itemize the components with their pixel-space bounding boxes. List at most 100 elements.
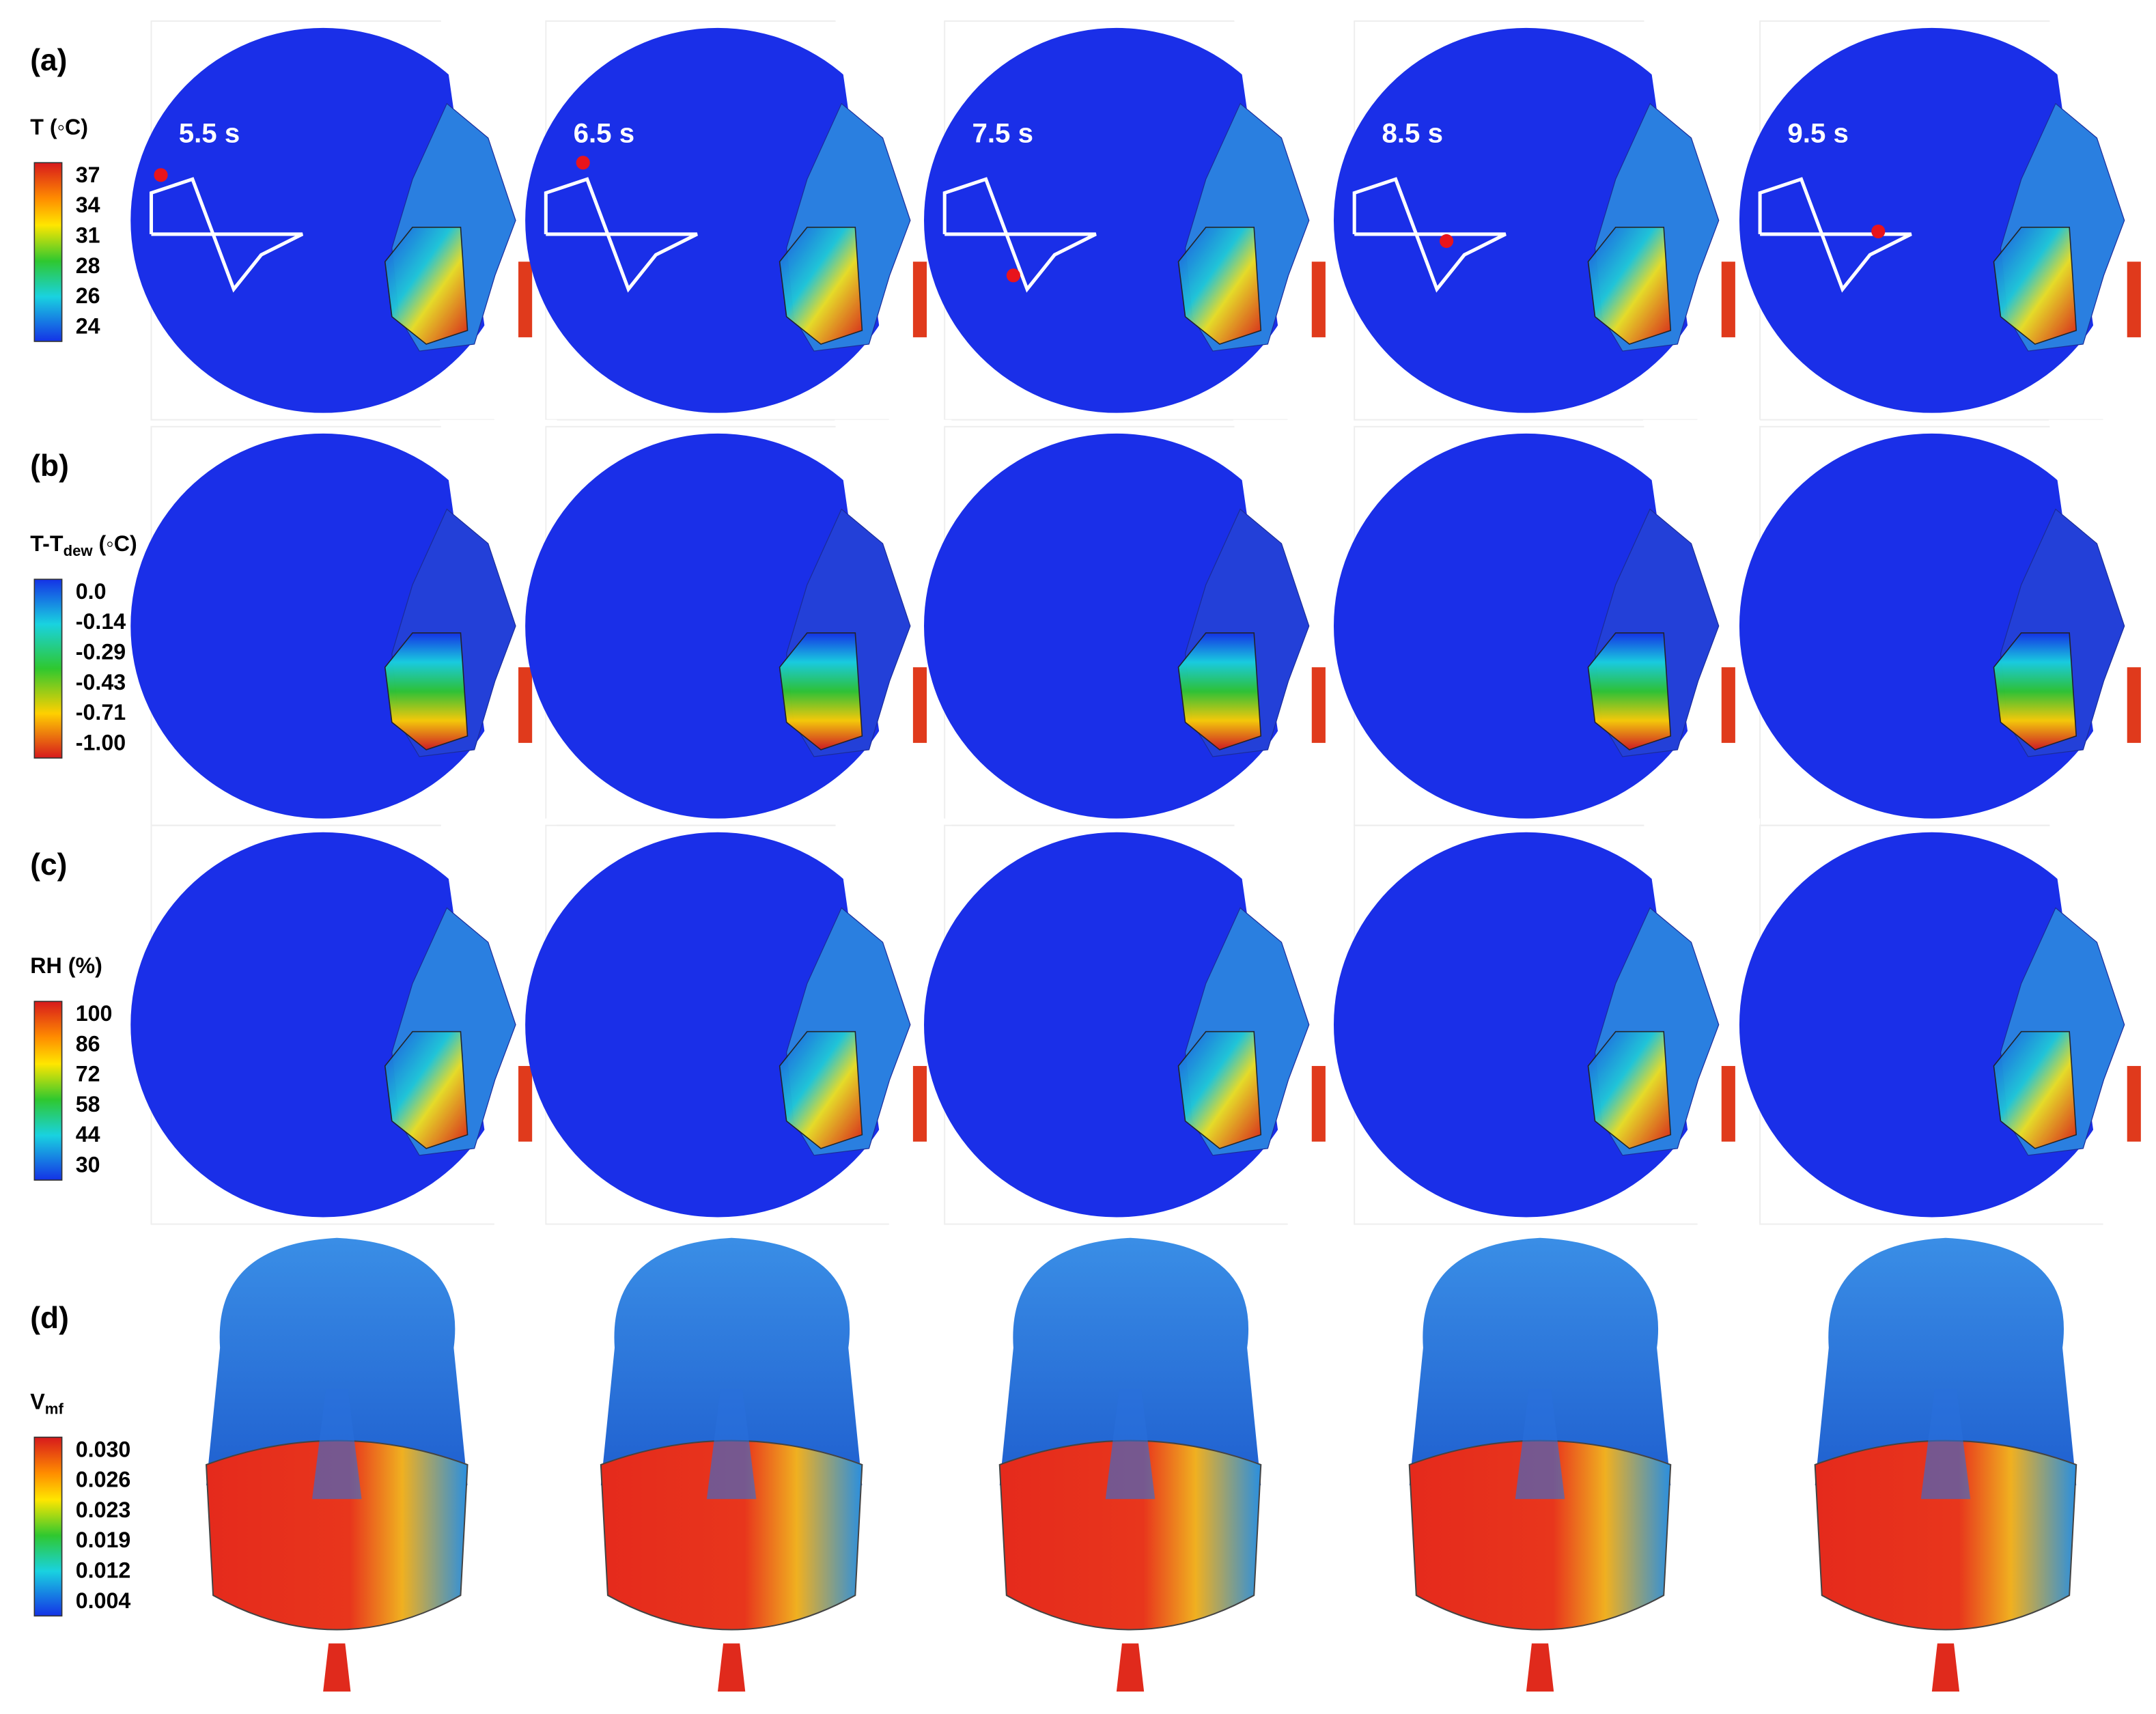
mask-edge <box>1721 1066 1735 1142</box>
colorbar-tick-label: 30 <box>76 1153 100 1177</box>
mask <box>1408 1439 1672 1631</box>
head <box>999 1237 1261 1486</box>
colorbar-tick-label: 24 <box>76 313 100 338</box>
cycle-inset <box>1352 177 1507 293</box>
time-label: 8.5 s <box>1382 118 1443 149</box>
nose <box>312 1389 362 1500</box>
colorbar-tick-label: 72 <box>76 1062 100 1086</box>
colorbar-title-part: V <box>30 1389 45 1414</box>
colorbar-tick-label: 31 <box>76 223 100 247</box>
cycle-inset <box>149 177 304 293</box>
colorbar-tick-label: 86 <box>76 1031 100 1056</box>
colorbar-tick-label: 0.004 <box>76 1588 131 1613</box>
colorbar <box>33 578 63 759</box>
mask-edge <box>912 262 927 337</box>
colorbar-tick-label: 26 <box>76 283 100 308</box>
neck <box>1931 1643 1960 1692</box>
colorbar-title-part: dew <box>64 542 94 559</box>
mask <box>1814 1439 2077 1631</box>
neck <box>1116 1643 1145 1692</box>
mask-edge <box>1311 1066 1326 1142</box>
colorbar-title-part: (◦C) <box>93 531 137 555</box>
mask-region <box>384 632 468 750</box>
colorbar-tick-label: -0.71 <box>76 700 126 725</box>
mask-edge <box>1721 667 1735 743</box>
colorbar-tick-label: 58 <box>76 1092 100 1116</box>
time-label: 6.5 s <box>574 118 635 149</box>
colorbar-tick-label: 100 <box>76 1001 113 1026</box>
mask-edge <box>518 262 533 337</box>
cycle-marker <box>154 168 168 182</box>
time-label: 7.5 s <box>972 118 1033 149</box>
neck <box>717 1643 746 1692</box>
panel-label: (a) <box>30 44 67 77</box>
mask-edge <box>1311 667 1326 743</box>
mask-region <box>779 632 863 750</box>
mask-edge <box>2127 262 2141 337</box>
colorbar-tick-label: -0.43 <box>76 670 126 694</box>
time-label: 9.5 s <box>1787 118 1849 149</box>
colorbar-tick-label: -0.14 <box>76 609 126 634</box>
cycle-marker <box>1440 234 1454 249</box>
head <box>600 1237 863 1486</box>
mask-region <box>1177 1030 1262 1149</box>
colorbar <box>33 1436 63 1617</box>
colorbar-tick-label: 0.019 <box>76 1528 131 1552</box>
mask-region <box>1587 1030 1672 1149</box>
mask-edge <box>518 667 533 743</box>
mask-region <box>1177 227 1262 345</box>
mask-region <box>1993 1030 2077 1149</box>
colorbar-title-part: T (◦C) <box>30 114 88 139</box>
mask-region <box>1587 227 1672 345</box>
mask-region <box>384 1030 468 1149</box>
mask-edge <box>912 1066 927 1142</box>
nose <box>706 1389 757 1500</box>
mask-edge <box>2127 667 2141 743</box>
cycle-inset <box>544 177 698 293</box>
mask <box>600 1439 863 1631</box>
mask-region <box>779 227 863 345</box>
nose <box>1920 1389 1971 1500</box>
colorbar-tick-label: 44 <box>76 1122 100 1147</box>
mask <box>998 1439 1262 1631</box>
colorbar-title: Vmf <box>30 1389 64 1417</box>
neck <box>323 1643 351 1692</box>
head <box>1409 1237 1671 1486</box>
cycle-marker <box>1006 268 1020 283</box>
colorbar-title: T-Tdew (◦C) <box>30 531 137 559</box>
mask-edge <box>1721 262 1735 337</box>
colorbar-title: T (◦C) <box>30 114 88 139</box>
mask-region <box>1993 227 2077 345</box>
colorbar <box>33 162 63 342</box>
colorbar-tick-label: 0.023 <box>76 1498 131 1522</box>
cycle-marker <box>576 156 590 170</box>
colorbar-tick-label: 0.026 <box>76 1467 131 1492</box>
colorbar-tick-label: 0.0 <box>76 579 107 604</box>
mask-edge <box>1311 262 1326 337</box>
mask-region <box>1993 632 2077 750</box>
colorbar-tick-label: -0.29 <box>76 640 126 664</box>
cycle-inset <box>1758 177 1912 293</box>
colorbar-title: RH (%) <box>30 953 102 978</box>
mask-region <box>384 227 468 345</box>
mask-edge <box>912 667 927 743</box>
cycle-inset <box>942 177 1097 293</box>
mask-region <box>779 1030 863 1149</box>
panel-label: (c) <box>30 848 67 882</box>
colorbar-title-part: T-T <box>30 531 64 555</box>
colorbar-tick-label: 37 <box>76 163 100 187</box>
panel-label: (d) <box>30 1302 69 1335</box>
colorbar-title-part: RH (%) <box>30 953 102 978</box>
colorbar-tick-label: 34 <box>76 193 100 217</box>
mask-region <box>1587 632 1672 750</box>
colorbar-tick-label: -1.00 <box>76 730 126 755</box>
head <box>206 1237 468 1486</box>
colorbar-tick-label: 28 <box>76 253 100 278</box>
nose <box>1105 1389 1156 1500</box>
colorbar-tick-label: 0.012 <box>76 1558 131 1582</box>
panel-label: (b) <box>30 449 69 483</box>
head <box>1815 1237 2077 1486</box>
mask <box>205 1439 468 1631</box>
colorbar-tick-label: 0.030 <box>76 1437 131 1461</box>
